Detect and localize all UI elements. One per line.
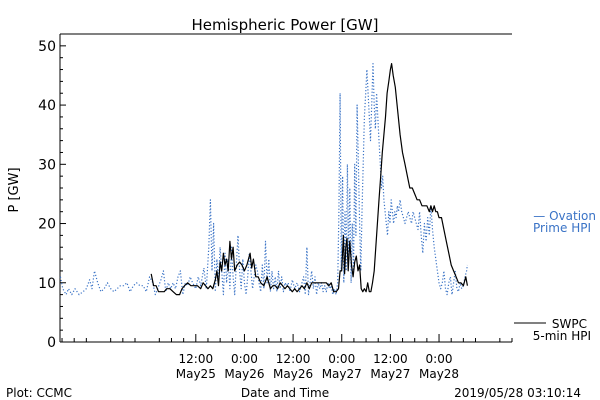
y-tick-label: 0 [47,335,56,351]
y-tick-label: 50 [38,39,56,55]
x-tick-date-label: May26 [224,367,264,381]
footer-plot-source: Plot: CCMC [6,386,72,400]
x-tick-date-label: May28 [419,367,459,381]
x-tick-time-label: 0:00 [328,352,355,366]
legend-ovation-line1: — Ovation [533,209,596,223]
x-tick-date-label: May27 [370,367,410,381]
x-tick-date-label: May25 [176,367,216,381]
x-tick-time-label: 0:00 [231,352,258,366]
x-tick-time-label: 12:00 [373,352,408,366]
chart-title: Hemispheric Power [GW] [192,16,379,34]
y-tick-label: 20 [38,217,56,233]
footer-timestamp: 2019/05/28 03:10:14 [454,386,581,400]
x-tick-time-label: 12:00 [276,352,311,366]
y-tick-label: 30 [38,157,56,173]
x-tick-date-label: May27 [322,367,362,381]
y-tick-label: 40 [38,98,56,114]
plot-area: 0102030405012:00May250:00May2612:00May26… [38,33,513,381]
y-tick-label: 10 [38,276,56,292]
x-tick-time-label: 0:00 [426,352,453,366]
series-line-swpc [150,62,468,296]
x-tick-date-label: May26 [273,367,313,381]
x-tick-time-label: 12:00 [179,352,214,366]
legend-swpc-line1: SWPC [552,317,587,331]
x-axis-label: Date and Time [241,386,329,400]
y-axis-label: P [GW] [7,167,22,212]
legend-ovation-line2: Prime HPI [533,221,591,235]
legend-swpc-line2: 5-min HPI [533,329,591,343]
